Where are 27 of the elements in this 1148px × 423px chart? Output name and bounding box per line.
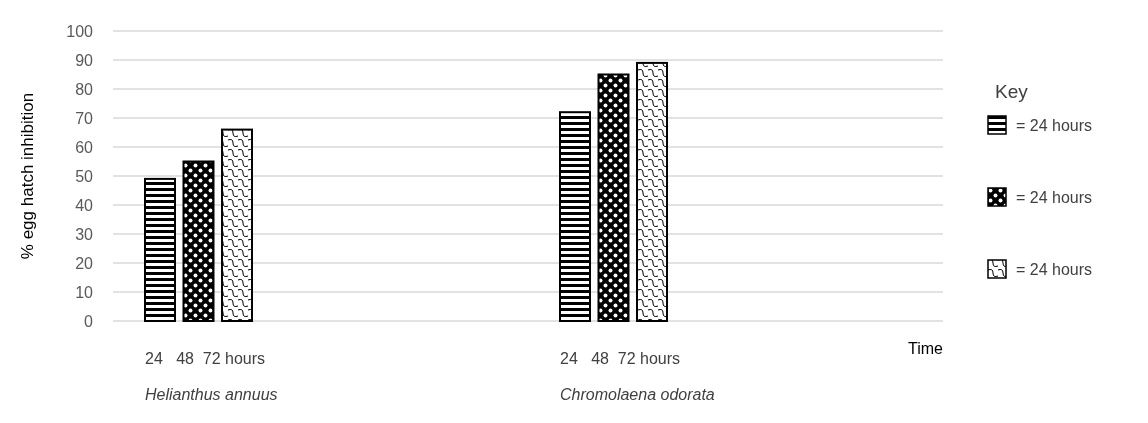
x-axis-title: Time	[908, 340, 944, 357]
y-tick-label: 80	[75, 80, 94, 98]
y-tick-label: 50	[75, 167, 94, 185]
text: 24 48 72 hours	[560, 350, 681, 367]
y-tick-label: 100	[66, 22, 94, 40]
y-tick-label: 0	[84, 312, 94, 330]
y-tick-label: 10	[75, 283, 94, 301]
bar	[221, 128, 253, 322]
text: 24 48 72 hours	[145, 350, 266, 367]
bar	[144, 177, 176, 322]
y-tick-label: 70	[75, 109, 94, 127]
y-tick-label: 40	[75, 196, 94, 214]
bar	[182, 160, 215, 322]
x-tick-label: Chromolaena odorata	[560, 386, 715, 403]
legend-title: Key	[995, 81, 1029, 102]
bar	[559, 111, 591, 322]
legend-label: = 24 hours	[1016, 188, 1093, 206]
y-tick-label: 20	[75, 254, 94, 272]
y-tick-label: 30	[75, 225, 94, 243]
y-tick-label: 60	[75, 138, 94, 156]
bar	[636, 61, 668, 322]
legend-label: = 24 hours	[1016, 260, 1093, 278]
bar	[597, 73, 630, 322]
y-axis-title: % egg hatch inhibition	[18, 92, 37, 260]
x-tick-label: Helianthus annuus	[145, 386, 278, 403]
y-tick-label: 90	[75, 51, 94, 69]
legend-label: = 24 hours	[1016, 116, 1093, 134]
